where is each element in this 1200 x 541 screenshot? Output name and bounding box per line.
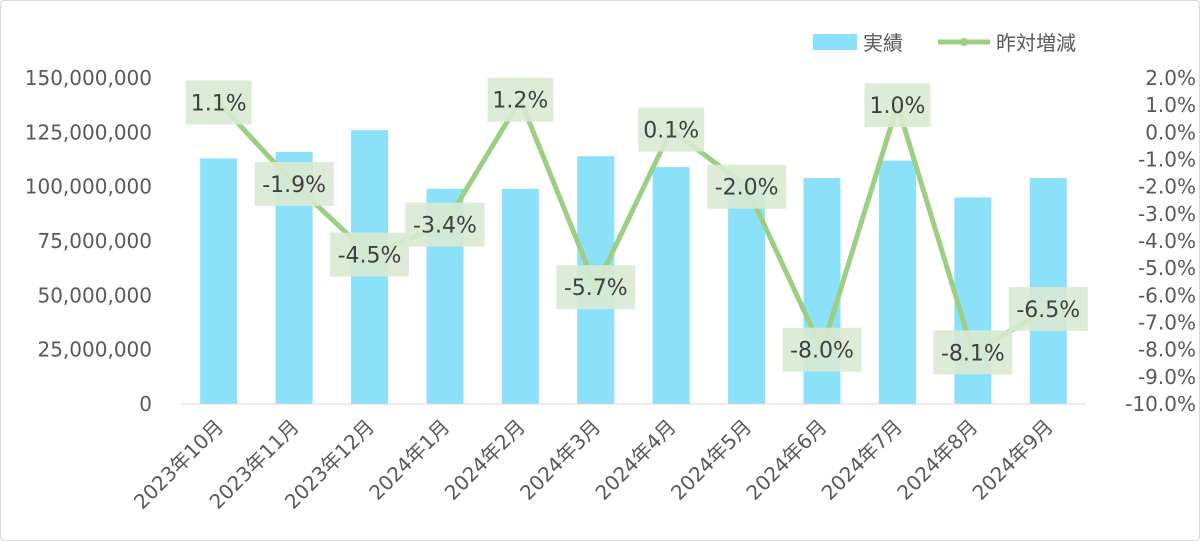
left-axis-ticks: 0 25,000,000 50,000,000 75,000,000 100,000,0…: [25, 66, 152, 416]
right-tick-label: -7.0%: [1138, 311, 1196, 335]
right-tick-label: -10.0%: [1125, 392, 1196, 416]
category-label: 2024年9月: [968, 415, 1058, 505]
category-label: 2024年8月: [892, 415, 982, 505]
category-label: 2024年6月: [741, 415, 831, 505]
data-label-box: [487, 77, 554, 122]
category-label: 2024年1月: [364, 415, 454, 505]
category-label: 2024年4月: [590, 415, 680, 505]
data-label: 0.1%: [643, 119, 699, 144]
data-label-box: [782, 327, 862, 372]
left-tick-label: 100,000,000: [25, 175, 152, 199]
line-series-yoy: [214, 95, 1053, 357]
data-label-box: [405, 202, 485, 247]
data-label: 1.2%: [492, 89, 548, 114]
data-label-box: [864, 83, 931, 128]
left-tick-label: 50,000,000: [37, 283, 152, 307]
right-axis-ticks: -10.0% -9.0% -8.0% -7.0% -6.0% -5.0% -4.0% -3.0…: [1125, 66, 1196, 416]
category-label: 2024年2月: [440, 415, 530, 505]
bar: [501, 188, 539, 404]
right-tick-label: -9.0%: [1138, 365, 1196, 389]
data-label: -8.0%: [790, 339, 854, 364]
bar: [200, 158, 238, 404]
data-label: -1.9%: [262, 173, 326, 198]
left-tick-label: 0: [139, 392, 152, 416]
line-path: [216, 97, 1050, 355]
right-tick-label: 1.0%: [1145, 93, 1196, 117]
data-label: -2.0%: [715, 176, 779, 201]
right-tick-label: -2.0%: [1138, 175, 1196, 199]
legend: 実績 昨対増減: [813, 31, 1076, 55]
bar: [878, 160, 916, 404]
data-label: -3.4%: [413, 214, 477, 239]
category-label: 2024年7月: [817, 415, 907, 505]
data-label: -8.1%: [941, 341, 1005, 366]
legend-bar-swatch: [813, 34, 857, 50]
bar: [652, 167, 690, 404]
category-labels: 2023年10月2023年11月2023年12月2024年1月2024年2月20…: [129, 415, 1058, 514]
data-label: -5.7%: [564, 276, 628, 301]
right-tick-label: 0.0%: [1145, 120, 1196, 144]
right-tick-label: -4.0%: [1138, 229, 1196, 253]
right-tick-label: 2.0%: [1145, 66, 1196, 90]
data-labels: 1.1% -1.9% -4.5% -3.4% 1.2% -5.7% 0.1% -2.0% -8.…: [185, 77, 1088, 375]
category-label: 2024年3月: [515, 415, 605, 505]
data-label: -6.5%: [1016, 298, 1080, 323]
data-label: 1.1%: [191, 91, 247, 116]
data-label: 1.0%: [870, 94, 926, 119]
right-tick-label: -1.0%: [1138, 148, 1196, 172]
right-tick-label: -5.0%: [1138, 256, 1196, 280]
legend-bar-label: 実績: [863, 31, 903, 55]
category-label: 2024年5月: [666, 415, 756, 505]
right-tick-label: -6.0%: [1138, 283, 1196, 307]
data-label-box: [254, 161, 334, 206]
data-label-box: [933, 330, 1013, 375]
data-label: -4.5%: [338, 244, 402, 269]
data-label-box: [185, 80, 252, 125]
legend-line-marker: [960, 38, 968, 46]
left-tick-label: 150,000,000: [25, 66, 152, 90]
data-label-box: [330, 232, 410, 277]
right-tick-label: -8.0%: [1138, 338, 1196, 362]
data-label-box: [707, 164, 787, 209]
data-label-box: [638, 107, 705, 152]
data-label-box: [556, 265, 636, 310]
right-tick-label: -3.0%: [1138, 202, 1196, 226]
data-label-box: [1008, 286, 1088, 331]
left-tick-label: 75,000,000: [37, 229, 152, 253]
left-tick-label: 125,000,000: [25, 120, 152, 144]
legend-line-label: 昨対増減: [996, 31, 1076, 55]
left-tick-label: 25,000,000: [37, 338, 152, 362]
